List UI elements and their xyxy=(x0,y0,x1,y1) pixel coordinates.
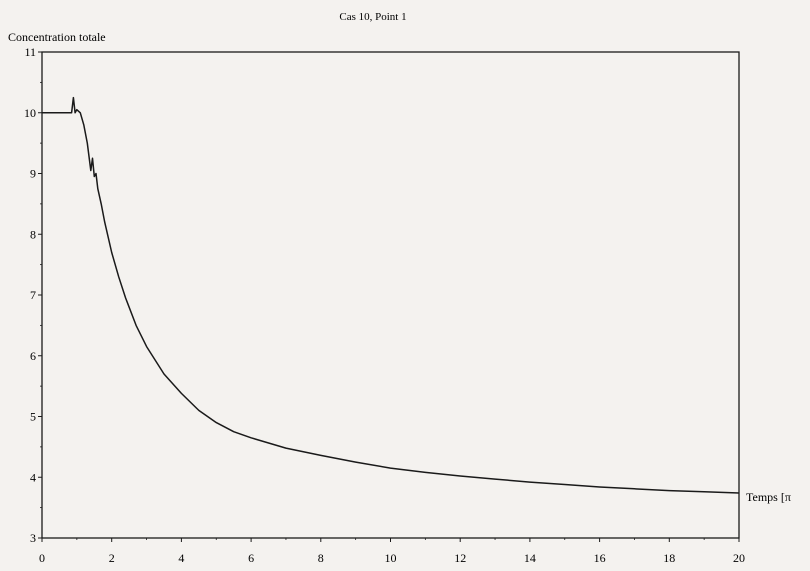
y-tick-label: 3 xyxy=(30,531,36,545)
x-tick-label: 14 xyxy=(524,551,536,565)
y-axis: 3 4 5 6 7 8 9 10 11 xyxy=(24,45,42,545)
x-tick-label: 6 xyxy=(248,551,254,565)
plot-frame xyxy=(42,52,739,538)
y-tick-label: 10 xyxy=(24,106,36,120)
x-tick-label: 0 xyxy=(39,551,45,565)
x-axis-label: Temps [π xyxy=(746,490,791,504)
series-layer xyxy=(42,98,739,493)
x-tick-label: 2 xyxy=(109,551,115,565)
y-tick-label: 7 xyxy=(30,288,36,302)
x-tick-label: 12 xyxy=(454,551,466,565)
y-axis-label: Concentration totale xyxy=(8,30,106,44)
chart-title: Cas 10, Point 1 xyxy=(339,11,406,23)
y-tick-label: 9 xyxy=(30,167,36,181)
series-line xyxy=(42,98,739,493)
y-tick-label: 11 xyxy=(24,45,36,59)
x-axis: 0 2 4 6 8 10 12 14 16 18 20 xyxy=(39,538,745,565)
x-tick-label: 10 xyxy=(385,551,397,565)
y-tick-label: 8 xyxy=(30,227,36,241)
x-tick-label: 4 xyxy=(178,551,184,565)
y-tick-label: 5 xyxy=(30,410,36,424)
x-tick-label: 18 xyxy=(663,551,675,565)
x-tick-label: 16 xyxy=(594,551,606,565)
y-tick-label: 6 xyxy=(30,349,36,363)
y-tick-label: 4 xyxy=(30,470,36,484)
x-tick-label: 8 xyxy=(318,551,324,565)
x-tick-label: 20 xyxy=(733,551,745,565)
